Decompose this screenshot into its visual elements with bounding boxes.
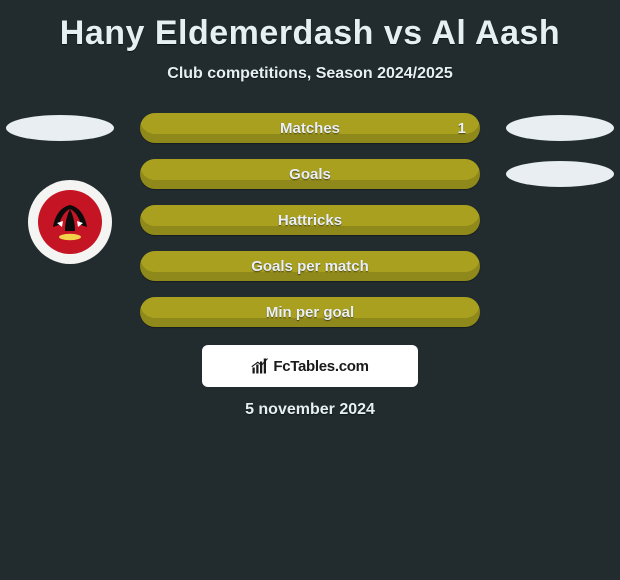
page-title: Hany Eldemerdash vs Al Aash [0, 14, 620, 53]
right-ellipse-1 [506, 115, 614, 141]
bar-hattricks: Hattricks [140, 205, 480, 235]
bar-label: Hattricks [278, 212, 342, 229]
right-gap-5 [506, 299, 614, 325]
brand-box[interactable]: FcTables.com [202, 345, 418, 387]
page-subtitle: Club competitions, Season 2024/2025 [0, 65, 620, 83]
bar-value-right: 1 [458, 120, 466, 137]
bar-goals: Goals [140, 159, 480, 189]
bar-matches: Matches 1 [140, 113, 480, 143]
bar-label: Min per goal [266, 304, 354, 321]
bar-label: Matches [280, 120, 340, 137]
bar-goals-per-match: Goals per match [140, 251, 480, 281]
row-mpg: Min per goal [0, 297, 620, 327]
left-ellipse-1 [6, 115, 114, 141]
row-matches: Matches 1 [0, 113, 620, 143]
bar-min-per-goal: Min per goal [140, 297, 480, 327]
club-badge [28, 180, 112, 264]
bar-label: Goals per match [251, 258, 369, 275]
eagle-icon [45, 197, 95, 247]
bar-label: Goals [289, 166, 331, 183]
right-gap-3 [506, 207, 614, 233]
brand-text: FcTables.com [273, 358, 368, 375]
club-badge-inner [38, 190, 102, 254]
left-gap-5 [6, 299, 114, 325]
chart-bars-icon [251, 357, 269, 375]
footer-date: 5 november 2024 [0, 401, 620, 419]
right-gap-4 [506, 253, 614, 279]
row-goals: Goals [0, 159, 620, 189]
right-ellipse-2 [506, 161, 614, 187]
